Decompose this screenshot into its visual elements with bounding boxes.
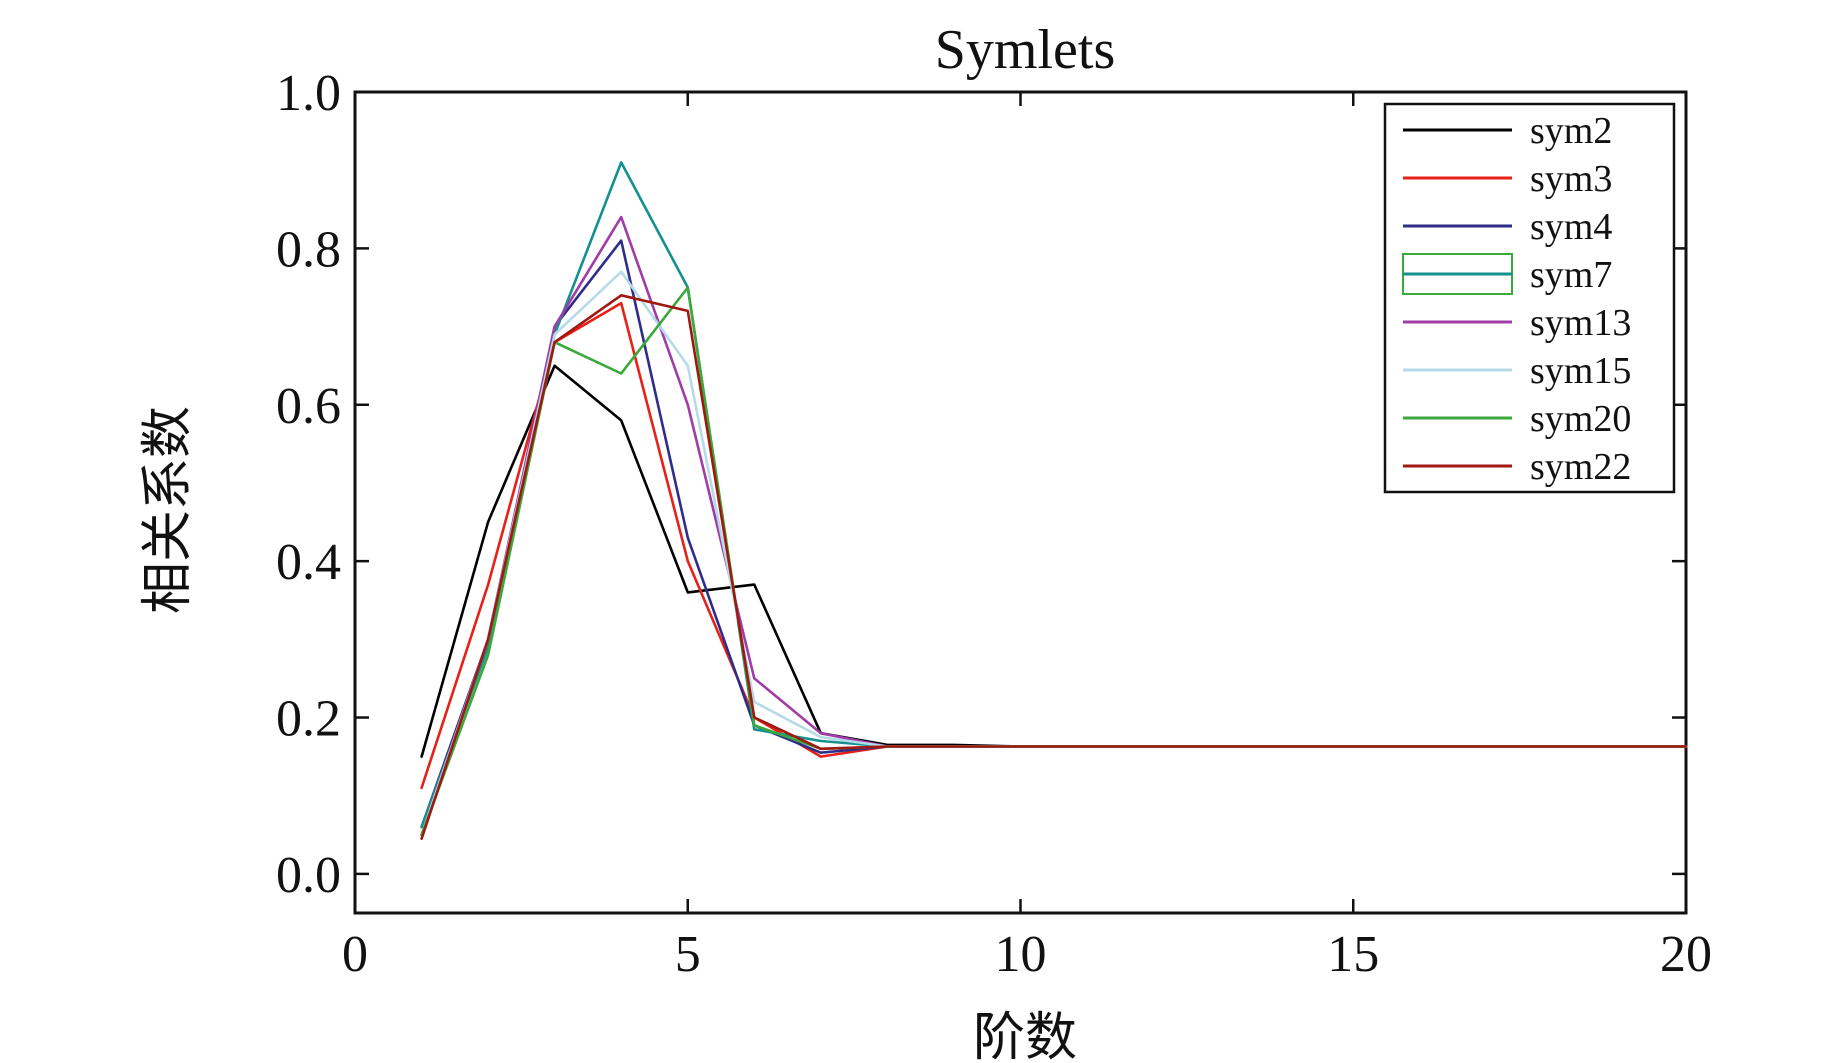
legend-item: sym2 [1403, 110, 1612, 152]
legend-item: sym13 [1403, 302, 1631, 344]
y-tick-label: 0.2 [276, 691, 341, 748]
y-axis: 0.0 0.2 0.4 0.6 0.8 1.0 [276, 65, 1686, 904]
legend-item: sym15 [1403, 350, 1631, 392]
y-axis-label: 相关系数 [138, 406, 198, 614]
y-tick-label: 0.6 [276, 378, 341, 435]
x-axis-label: 阶数 [973, 1008, 1077, 1063]
legend: sym2 sym3 sym4 sym7 sym13 sym15 sym20 sym22 [1383, 102, 1676, 494]
legend-item: sym7 [1402, 253, 1612, 296]
legend-item: sym3 [1403, 158, 1612, 200]
x-tick-label: 20 [1660, 926, 1712, 983]
legend-frame [1383, 102, 1676, 494]
y-tick-label: 0.4 [276, 534, 341, 591]
y-tick-label: 0.8 [276, 221, 341, 278]
series-line-sym22 [420, 293, 1688, 841]
legend-label: sym7 [1530, 254, 1612, 296]
legend-label: sym2 [1530, 110, 1612, 152]
series-lines [420, 161, 1688, 841]
legend-label: sym13 [1530, 302, 1631, 344]
y-tick-label: 0.0 [276, 847, 341, 904]
chart-title: Symlets [935, 19, 1115, 81]
x-tick-label: 0 [342, 926, 368, 983]
y-tick-label: 1.0 [276, 65, 341, 122]
legend-label: sym22 [1530, 446, 1631, 488]
x-tick-label: 10 [995, 926, 1047, 983]
x-tick-label: 5 [675, 926, 701, 983]
legend-label: sym4 [1530, 206, 1612, 248]
legend-label: sym15 [1530, 350, 1631, 392]
legend-item: sym22 [1403, 446, 1631, 488]
legend-label: sym3 [1530, 158, 1612, 200]
legend-label: sym20 [1530, 398, 1631, 440]
legend-item: sym20 [1403, 398, 1631, 440]
legend-item: sym4 [1403, 206, 1612, 248]
x-tick-label: 15 [1327, 926, 1379, 983]
x-axis: 0 5 10 15 20 [342, 92, 1712, 983]
